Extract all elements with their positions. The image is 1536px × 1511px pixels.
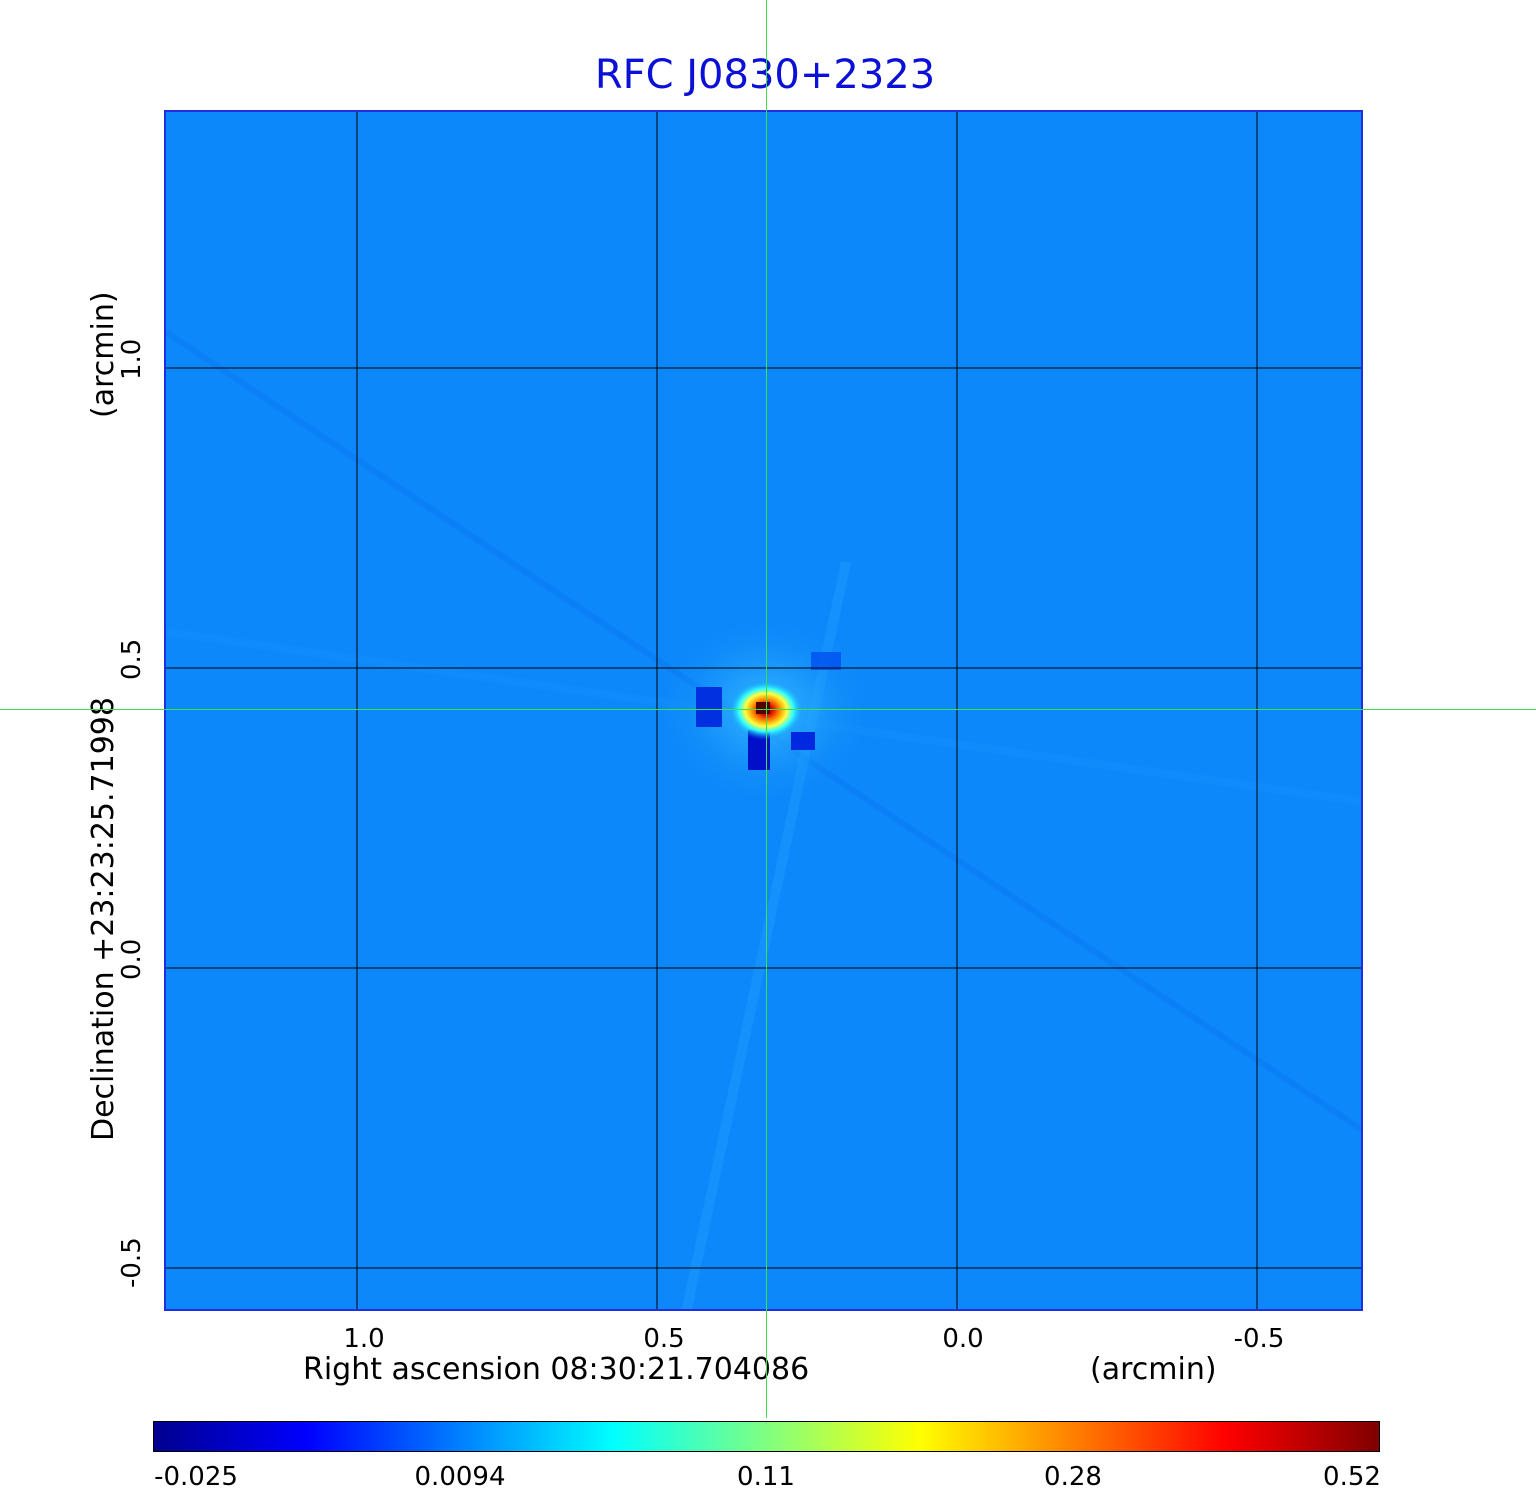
y-axis-unit-label: (arcmin) bbox=[86, 291, 121, 418]
colorbar-tick-label: 0.0094 bbox=[414, 1462, 506, 1492]
coordinate-grid bbox=[166, 112, 1361, 1309]
y-tick-label: 0.5 bbox=[117, 638, 147, 680]
y-tick-label: 1.0 bbox=[117, 338, 147, 380]
y-tick-label: 0.0 bbox=[117, 938, 147, 980]
x-axis-unit-label: (arcmin) bbox=[1090, 1352, 1217, 1387]
x-axis-label: Right ascension 08:30:21.704086 bbox=[303, 1352, 810, 1387]
x-tick-label: -0.5 bbox=[1233, 1324, 1285, 1354]
colorbar bbox=[153, 1421, 1380, 1452]
x-tick-label: 0.5 bbox=[643, 1324, 685, 1354]
colorbar-tick-label: -0.025 bbox=[154, 1462, 238, 1492]
image-title: RFC J0830+2323 bbox=[594, 52, 936, 98]
colorbar-tick-label: 0.28 bbox=[1044, 1462, 1102, 1492]
colorbar-tick-label: 0.11 bbox=[737, 1462, 795, 1492]
y-axis-label: Declination +23:23:25.71998 bbox=[86, 697, 121, 1141]
x-tick-label: 1.0 bbox=[343, 1324, 385, 1354]
colorbar-tick-label: 0.52 bbox=[1323, 1462, 1381, 1492]
sky-map-image bbox=[166, 112, 1361, 1309]
crosshair-horizontal bbox=[0, 709, 1536, 710]
y-tick-label: -0.5 bbox=[117, 1237, 147, 1288]
x-tick-label: 0.0 bbox=[942, 1324, 984, 1354]
sky-map[interactable] bbox=[164, 110, 1363, 1311]
